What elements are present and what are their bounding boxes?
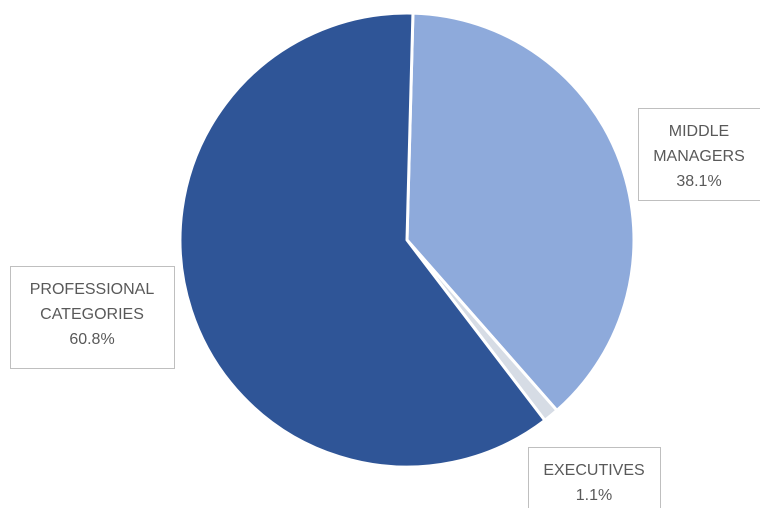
slice-labels: MIDDLE MANAGERS 38.1% EXECUTIVES 1.1% PROFESS… bbox=[10, 108, 760, 508]
data-label-middle-managers: MIDDLE MANAGERS 38.1% bbox=[638, 108, 760, 201]
data-label-category: EXECUTIVES bbox=[543, 462, 644, 479]
data-label-category: MIDDLE bbox=[669, 123, 729, 140]
pie-slice-middle-managers bbox=[405, 11, 636, 412]
data-label-value: 1.1% bbox=[576, 487, 612, 504]
data-label-value: 60.8% bbox=[69, 331, 114, 348]
data-label-professional-categories: PROFESSIONAL CATEGORIES 60.8% bbox=[10, 266, 175, 369]
pie-slices bbox=[178, 11, 636, 469]
data-label-category: MANAGERS bbox=[653, 148, 745, 165]
pie-slice-professional-categories bbox=[178, 11, 547, 469]
data-label-box bbox=[10, 266, 175, 369]
data-label-value: 38.1% bbox=[676, 173, 721, 190]
data-label-executives: EXECUTIVES 1.1% bbox=[528, 447, 661, 508]
data-label-box bbox=[638, 108, 760, 201]
data-label-category: PROFESSIONAL bbox=[30, 281, 155, 298]
data-label-category: CATEGORIES bbox=[40, 306, 144, 323]
data-label-box bbox=[528, 447, 661, 508]
